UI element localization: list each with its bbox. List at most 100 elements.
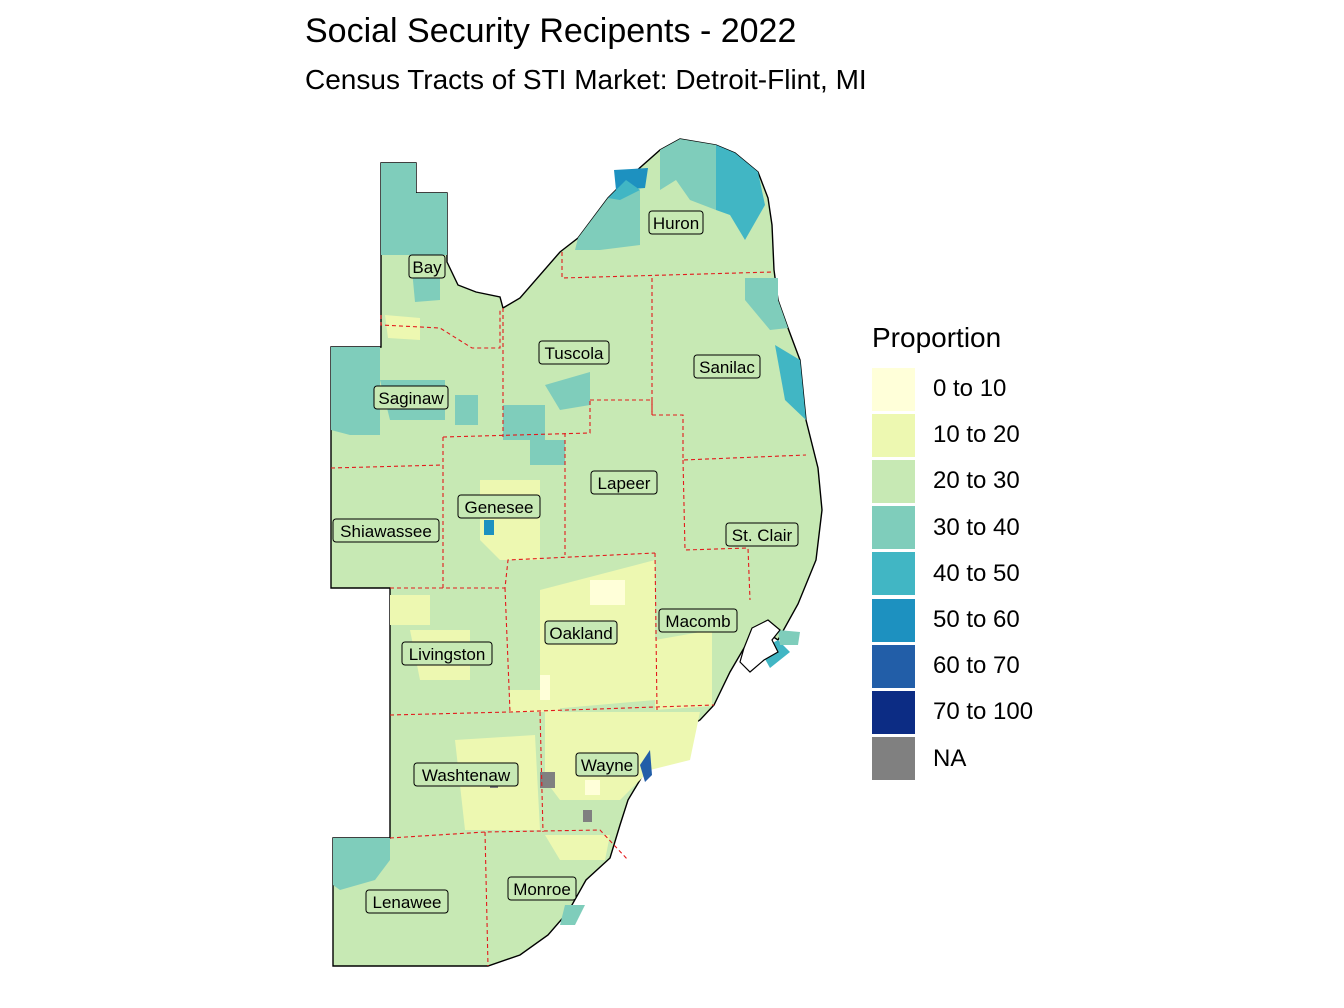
county-label: Genesee xyxy=(457,494,541,519)
legend-item: 70 to 100 xyxy=(872,689,1033,735)
svg-text:Sanilac: Sanilac xyxy=(699,358,755,377)
legend-label: 0 to 10 xyxy=(933,375,1007,403)
legend: Proportion 0 to 10 10 to 20 20 to 30 30 … xyxy=(872,322,1033,782)
county-label: Tuscola xyxy=(538,340,610,365)
county-label: Macomb xyxy=(658,608,738,633)
tract-patch xyxy=(390,595,430,625)
legend-swatch xyxy=(872,506,915,550)
svg-text:Bay: Bay xyxy=(412,258,442,277)
legend-swatch xyxy=(872,598,915,642)
county-boundary xyxy=(380,310,501,349)
legend-swatch xyxy=(872,644,915,688)
tract-patch xyxy=(775,345,806,420)
legend-label: NA xyxy=(933,744,967,772)
svg-text:Macomb: Macomb xyxy=(665,612,730,631)
tract-patch xyxy=(660,139,716,210)
svg-text:Livingston: Livingston xyxy=(409,645,486,664)
county-boundary xyxy=(654,552,658,711)
county-boundary xyxy=(561,252,773,279)
tract-patch xyxy=(484,520,494,535)
legend-label: 70 to 100 xyxy=(933,698,1034,726)
legend-item: 30 to 40 xyxy=(872,505,1033,551)
svg-text:Wayne: Wayne xyxy=(581,756,633,775)
tract-patch xyxy=(333,838,390,890)
lake-st-clair xyxy=(739,619,781,673)
county-label: St. Clair xyxy=(725,522,799,547)
tract-patch xyxy=(540,772,555,788)
county-label: Monroe xyxy=(507,876,577,901)
tract-patch xyxy=(583,810,592,822)
svg-text:Huron: Huron xyxy=(653,214,699,233)
legend-swatch xyxy=(872,459,915,503)
legend-swatch xyxy=(872,413,915,457)
county-label: Huron xyxy=(648,210,704,235)
county-label: Livingston xyxy=(401,641,493,666)
tract-patch xyxy=(530,440,565,465)
svg-text:Saginaw: Saginaw xyxy=(378,389,444,408)
tract-patch xyxy=(545,835,610,860)
tract-patch xyxy=(608,180,640,200)
tract-patch xyxy=(385,315,420,340)
legend-label: 50 to 60 xyxy=(933,606,1020,634)
tract-patch xyxy=(510,690,560,712)
tract-patch xyxy=(590,580,625,605)
county-boundaries xyxy=(330,252,807,967)
svg-text:Lapeer: Lapeer xyxy=(598,474,651,493)
legend-item: 20 to 30 xyxy=(872,458,1033,504)
legend-label: 40 to 50 xyxy=(933,559,1020,587)
tract-patch xyxy=(716,145,765,240)
tract-patch xyxy=(331,347,380,435)
map-subtitle: Census Tracts of STI Market: Detroit-Fli… xyxy=(305,64,867,95)
county-labels: Huron Bay Tuscola Sanilac Saginaw Lapeer… xyxy=(332,210,799,914)
county-boundary xyxy=(539,711,544,833)
legend-item: NA xyxy=(872,736,1033,782)
county-label: Wayne xyxy=(575,752,639,777)
county-label: Saginaw xyxy=(373,385,449,410)
county-boundary xyxy=(682,459,751,601)
county-label: Lenawee xyxy=(365,889,449,914)
legend-label: 30 to 40 xyxy=(933,513,1020,541)
tract-patch xyxy=(455,395,478,425)
tract-patch xyxy=(585,780,600,795)
county-boundary xyxy=(330,464,444,469)
svg-text:St. Clair: St. Clair xyxy=(732,526,793,545)
legend-item: 60 to 70 xyxy=(872,643,1033,689)
county-boundary xyxy=(442,400,591,438)
tract-patch xyxy=(640,750,652,782)
tract-patch xyxy=(381,163,447,255)
county-label: Oakland xyxy=(544,620,618,645)
svg-text:Shiawassee: Shiawassee xyxy=(340,522,432,541)
legend-item: 40 to 50 xyxy=(872,551,1033,597)
map-title: Social Security Recipents - 2022 xyxy=(305,12,797,50)
tract-patch xyxy=(560,905,585,925)
tract-patch xyxy=(745,278,788,330)
svg-text:Genesee: Genesee xyxy=(465,498,534,517)
legend-label: 60 to 70 xyxy=(933,652,1020,680)
legend-item: 10 to 20 xyxy=(872,412,1033,458)
tract-patch xyxy=(655,630,712,710)
legend-label: 20 to 30 xyxy=(933,467,1020,495)
tract-patch xyxy=(503,405,545,440)
county-label: Sanilac xyxy=(693,354,761,379)
county-boundary xyxy=(389,704,715,716)
county-boundary xyxy=(390,552,656,589)
county-label: Washtenaw xyxy=(413,762,519,787)
legend-swatch xyxy=(872,367,915,411)
tract-patch xyxy=(778,630,800,645)
legend-swatch xyxy=(872,690,915,734)
tract-patch xyxy=(575,190,640,250)
tract-patch xyxy=(545,372,590,410)
legend-swatch xyxy=(872,737,915,781)
county-label: Bay xyxy=(408,254,446,279)
tract-patch xyxy=(540,675,550,700)
legend-item: 50 to 60 xyxy=(872,597,1033,643)
county-label: Shiawassee xyxy=(332,518,440,543)
svg-text:Oakland: Oakland xyxy=(549,624,612,643)
legend-title: Proportion xyxy=(872,322,1002,353)
legend-label: 10 to 20 xyxy=(933,421,1020,449)
county-label: Lapeer xyxy=(590,470,658,495)
region-outline xyxy=(330,138,823,967)
svg-text:Tuscola: Tuscola xyxy=(545,344,604,363)
svg-text:Washtenaw: Washtenaw xyxy=(422,766,511,785)
